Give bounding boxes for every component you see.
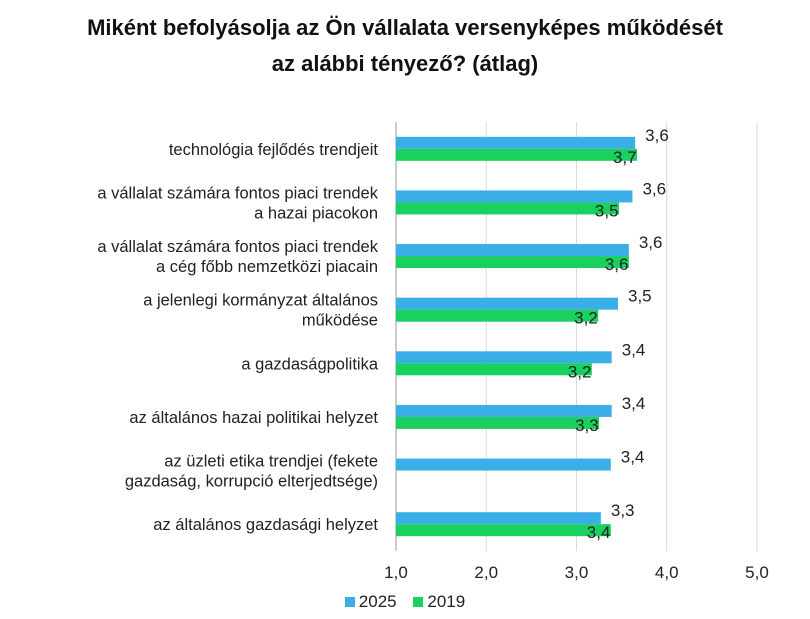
category-label: az általános hazai politikai helyzet xyxy=(129,409,378,427)
legend-swatch-2019 xyxy=(413,597,424,607)
value-label-2019: 3,2 xyxy=(568,362,592,381)
value-label-2019: 3,4 xyxy=(587,523,611,542)
legend-label-2025: 2025 xyxy=(358,592,397,611)
bar-2019 xyxy=(396,309,599,322)
bars xyxy=(396,136,637,537)
category-label-line: működése xyxy=(302,312,378,330)
bar-2025 xyxy=(396,190,633,203)
x-tick-label: 1,0 xyxy=(384,563,408,582)
value-label-2019: 3,5 xyxy=(595,201,619,220)
bar-2019 xyxy=(396,363,592,376)
legend-swatch-2025 xyxy=(344,597,355,607)
value-label-2019: 3,2 xyxy=(574,309,598,328)
bar-2025 xyxy=(396,136,636,149)
value-label-2025: 3,4 xyxy=(622,340,646,359)
x-tick-label: 4,0 xyxy=(655,563,679,582)
value-label-2025: 3,6 xyxy=(645,126,669,145)
category-label-line: a vállalat számára fontos piaci trendek xyxy=(97,238,378,256)
category-label-line: az üzleti etika trendjei (fekete xyxy=(164,453,378,471)
legend-label-2019: 2019 xyxy=(427,592,466,611)
value-label-2025: 3,6 xyxy=(642,179,666,198)
bar-2019 xyxy=(396,148,637,161)
bar-2025 xyxy=(396,297,619,310)
bar-2025 xyxy=(396,458,611,471)
category-label: a jelenlegi kormányzat általános működése xyxy=(143,292,378,330)
value-labels: 3,63,73,63,53,63,63,53,23,43,23,43,33,43… xyxy=(568,126,669,542)
category-label-line: a cég főbb nemzetközi piacain xyxy=(156,258,378,276)
category-labels: technológia fejlődés trendjeit a vállalat… xyxy=(97,141,378,534)
category-label-line: az általános hazai politikai helyzet xyxy=(129,409,378,427)
gridlines xyxy=(395,122,758,551)
bar-2025 xyxy=(396,404,612,417)
x-axis-ticks: 1,0 2,0 3,0 4,0 5,0 xyxy=(384,563,769,582)
category-label-line: a jelenlegi kormányzat általános xyxy=(143,292,378,310)
category-label: a vállalat számára fontos piaci trendek a… xyxy=(97,184,378,222)
x-tick-label: 2,0 xyxy=(474,563,498,582)
category-label: az általános gazdasági helyzet xyxy=(153,516,378,534)
legend: 2025 2019 xyxy=(0,592,810,612)
bar-2019 xyxy=(396,524,611,537)
value-label-2025: 3,6 xyxy=(639,233,663,252)
x-tick-label: 5,0 xyxy=(745,563,769,582)
category-label-line: a vállalat számára fontos piaci trendek xyxy=(97,184,378,202)
value-label-2025: 3,5 xyxy=(628,287,652,306)
category-label: az üzleti etika trendjei (fekete gazdaság… xyxy=(125,453,378,491)
bar-2025 xyxy=(396,351,612,364)
legend-item-2019: 2019 xyxy=(413,592,465,612)
bar-2019 xyxy=(396,416,600,429)
value-label-2019: 3,3 xyxy=(575,416,599,435)
category-label: a vállalat számára fontos piaci trendek a… xyxy=(97,238,378,276)
category-label-line: a hazai piacokon xyxy=(254,204,378,222)
category-label-line: az általános gazdasági helyzet xyxy=(153,516,378,534)
bar-2019 xyxy=(396,256,629,269)
value-label-2025: 3,3 xyxy=(611,501,635,520)
category-label-line: gazdaság, korrupció elterjedtsége) xyxy=(125,473,378,491)
value-label-2019: 3,6 xyxy=(605,255,629,274)
value-label-2025: 3,4 xyxy=(622,394,646,413)
category-label: a gazdaságpolitika xyxy=(241,355,379,373)
legend-item-2025: 2025 xyxy=(344,592,397,612)
bar-2025 xyxy=(396,244,629,257)
value-label-2019: 3,7 xyxy=(613,148,637,167)
category-label-line: a gazdaságpolitika xyxy=(241,355,379,373)
bar-2019 xyxy=(396,202,619,215)
category-label-line: technológia fejlődés trendjeit xyxy=(169,141,379,159)
category-label: technológia fejlődés trendjeit xyxy=(169,141,379,159)
bar-2025 xyxy=(396,512,601,525)
value-label-2025: 3,4 xyxy=(621,448,645,467)
x-tick-label: 3,0 xyxy=(565,563,589,582)
chart-title: Miként befolyásolja az Ön vállalata vers… xyxy=(87,15,723,76)
